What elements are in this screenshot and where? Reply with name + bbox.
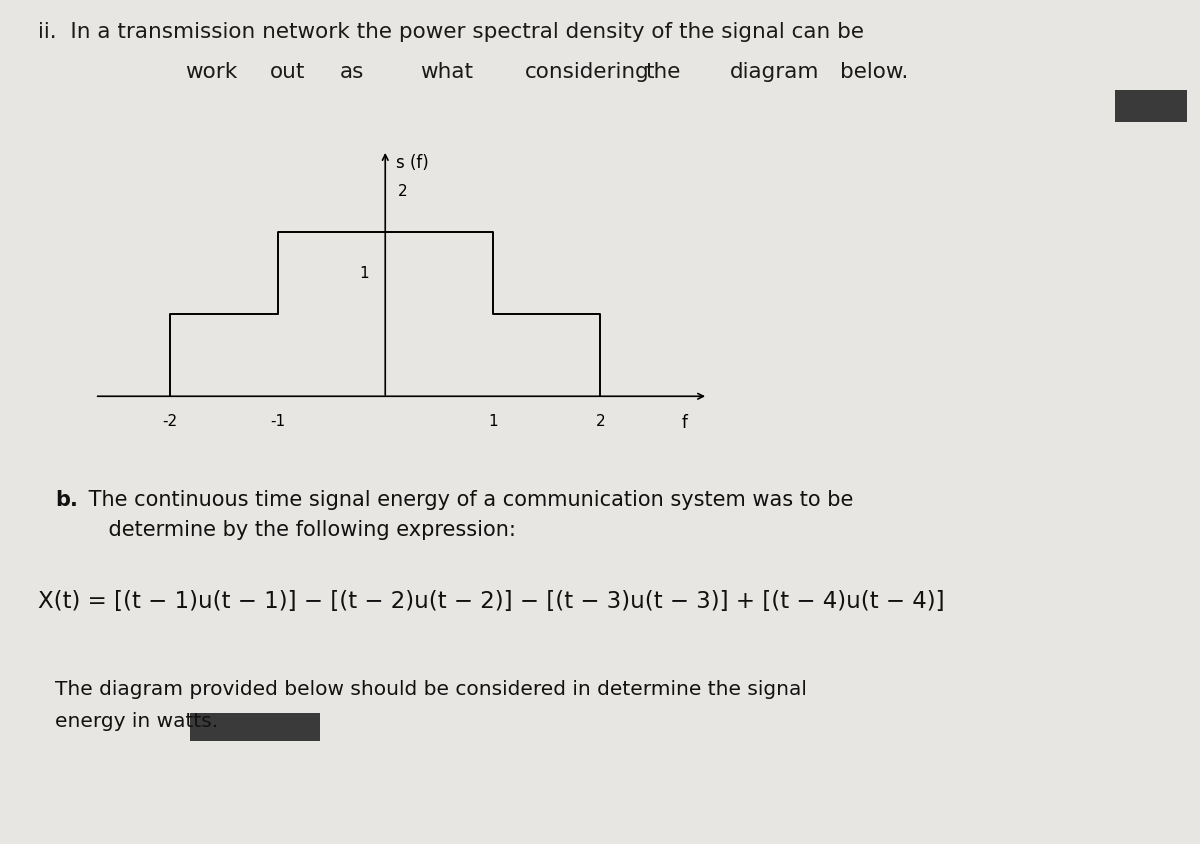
Text: determine by the following expression:: determine by the following expression:	[82, 520, 516, 540]
Text: the: the	[646, 62, 680, 82]
Text: 1: 1	[488, 414, 498, 430]
Text: below.: below.	[840, 62, 908, 82]
Text: out: out	[270, 62, 305, 82]
Text: diagram: diagram	[730, 62, 820, 82]
Text: as: as	[340, 62, 365, 82]
Text: f: f	[682, 414, 688, 432]
Text: -2: -2	[162, 414, 178, 430]
Text: b.: b.	[55, 490, 78, 510]
Text: 2: 2	[595, 414, 605, 430]
Text: The diagram provided below should be considered in determine the signal: The diagram provided below should be con…	[55, 680, 806, 699]
Bar	[1115, 90, 1187, 122]
Text: 1: 1	[360, 266, 370, 281]
Text: work: work	[185, 62, 238, 82]
Bar	[190, 713, 320, 741]
Text: The continuous time signal energy of a communication system was to be: The continuous time signal energy of a c…	[82, 490, 853, 510]
Text: -1: -1	[270, 414, 286, 430]
Text: ii.  In a transmission network the power spectral density of the signal can be: ii. In a transmission network the power …	[38, 22, 864, 42]
Text: what: what	[420, 62, 473, 82]
Text: s (f): s (f)	[396, 154, 428, 172]
Text: considering: considering	[526, 62, 649, 82]
Text: X(t) = [(t − 1)u(t − 1)] − [(t − 2)u(t − 2)] − [(t − 3)u(t − 3)] + [(t − 4)u(t −: X(t) = [(t − 1)u(t − 1)] − [(t − 2)u(t −…	[38, 590, 944, 613]
Text: 2: 2	[398, 183, 408, 198]
Text: energy in watts.: energy in watts.	[55, 712, 218, 731]
